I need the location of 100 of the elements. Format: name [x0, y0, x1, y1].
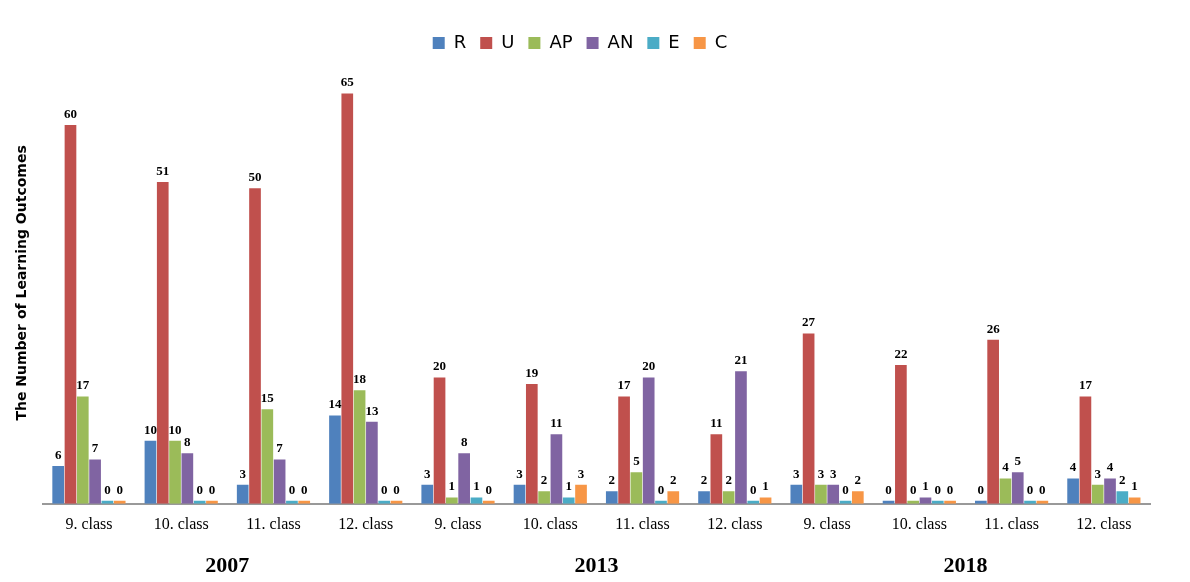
bar [169, 440, 181, 504]
data-label: 0 [380, 481, 388, 497]
data-label: 4 [1002, 459, 1010, 475]
bar [851, 491, 864, 504]
data-label: 0 [208, 481, 216, 497]
data-label: 1 [922, 478, 929, 494]
data-label: 0 [885, 481, 892, 497]
bar [735, 371, 747, 504]
text: 2018 [943, 552, 988, 577]
x-tick-label: 10. class [891, 514, 947, 532]
bar [667, 491, 680, 504]
data-label: 3 [793, 465, 801, 481]
data-label: 0 [750, 481, 757, 497]
data-label: 3 [1094, 465, 1102, 481]
bar [64, 125, 77, 504]
data-label: 2 [725, 472, 732, 488]
bar [52, 465, 65, 504]
data-label: 1 [565, 478, 572, 494]
data-label: 0 [842, 481, 849, 497]
bar [76, 396, 89, 504]
data-label: 0 [657, 481, 665, 497]
data-label: 0 [1039, 481, 1046, 497]
text: 2013 [574, 552, 619, 577]
legend-label: E [668, 30, 680, 52]
x-tick-label: 10. class [522, 514, 578, 532]
data-label: 4 [1069, 459, 1077, 475]
bar [562, 497, 575, 504]
data-label: 0 [393, 481, 400, 497]
bar [618, 396, 630, 504]
data-label: 22 [894, 345, 908, 361]
bar [1104, 478, 1116, 504]
data-label: 0 [300, 481, 308, 497]
bar [525, 383, 538, 504]
x-tick-label: 9. class [803, 514, 851, 532]
text: 2007 [205, 552, 250, 577]
data-label: 0 [934, 481, 942, 497]
bar [1116, 491, 1129, 504]
data-label: 2 [540, 472, 548, 488]
data-label: 20 [642, 358, 656, 374]
bar [550, 434, 563, 504]
data-label: 15 [260, 389, 275, 405]
x-tick-label: 12. class [1076, 514, 1132, 532]
data-label: 1 [473, 478, 480, 494]
bar [987, 339, 999, 504]
data-label: 3 [239, 465, 247, 481]
data-label: 1 [1131, 478, 1138, 494]
bar [1011, 472, 1024, 504]
data-label: 8 [184, 434, 192, 450]
data-label: 50 [248, 169, 262, 185]
x-tick-label: 12. class [707, 514, 763, 532]
data-label: 26 [986, 320, 1001, 336]
data-label: 17 [76, 377, 90, 393]
data-label: 20 [433, 358, 447, 374]
x-tick-label: 9. class [434, 514, 482, 532]
x-tick-label: 11. class [246, 514, 301, 532]
data-label: 60 [63, 105, 77, 121]
x-tick-label: 10. class [153, 514, 209, 532]
bar [156, 181, 169, 504]
bar [895, 364, 907, 504]
data-label: 2 [700, 472, 708, 488]
data-label: 21 [734, 352, 748, 368]
bar [366, 421, 378, 504]
legend-label: U [501, 30, 515, 52]
data-label: 6 [54, 446, 62, 462]
data-label: 8 [460, 434, 468, 450]
data-label: 2 [854, 472, 862, 488]
bar [341, 93, 354, 504]
bar [89, 459, 101, 504]
data-label: 65 [340, 74, 355, 90]
data-label: 0 [288, 481, 296, 497]
bar [630, 472, 643, 504]
data-label: 10 [168, 421, 182, 437]
bar [236, 484, 249, 504]
data-label: 51 [156, 162, 170, 178]
data-label: 0 [104, 481, 111, 497]
bar [815, 484, 827, 504]
bar [1067, 478, 1079, 504]
bar [1091, 484, 1104, 504]
data-label: 11 [710, 415, 723, 431]
bar [249, 188, 261, 504]
data-label: 3 [829, 465, 837, 481]
data-label: 4 [1106, 459, 1114, 475]
bar [513, 484, 526, 504]
data-label: 18 [353, 371, 367, 387]
y-axis-title: The Number of Learning Outcomes [13, 145, 30, 421]
data-label: 19 [525, 364, 539, 380]
bar [446, 497, 458, 504]
data-label: 5 [633, 453, 641, 469]
data-label: 3 [423, 465, 431, 481]
data-label: 0 [977, 481, 985, 497]
data-label: 17 [617, 377, 632, 393]
data-label: 17 [1078, 377, 1093, 393]
bar [421, 484, 434, 504]
legend-label: AN [607, 30, 634, 52]
bar [827, 484, 840, 504]
data-label: 3 [817, 465, 825, 481]
data-label: 0 [485, 481, 493, 497]
data-label: 14 [328, 396, 342, 412]
legend-label: R [453, 30, 467, 52]
data-label: 2 [1119, 472, 1126, 488]
